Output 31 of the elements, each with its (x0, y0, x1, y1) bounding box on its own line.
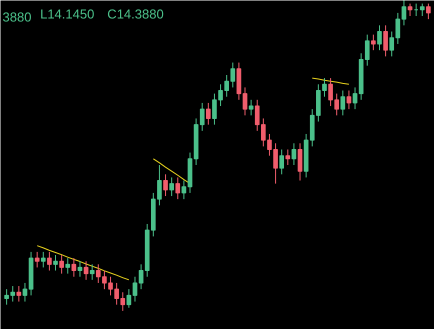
candlestick (248, 99, 254, 116)
candlestick (206, 102, 211, 126)
candlestick (298, 142, 302, 182)
candlestick (53, 254, 58, 272)
candlestick (292, 142, 296, 166)
candlestick (34, 251, 40, 268)
candlestick (169, 176, 174, 197)
candlestick (279, 148, 284, 175)
annotation: C14.3880 (107, 6, 164, 22)
candlestick (163, 174, 168, 197)
candlestick (84, 260, 88, 280)
candlestick (90, 264, 95, 280)
candlestick (371, 34, 376, 51)
candlestick (346, 90, 352, 110)
candlestick (340, 90, 346, 116)
candlestick (72, 258, 76, 278)
candlestick (175, 176, 180, 200)
candlestick (408, 3, 412, 17)
candlestick (16, 286, 22, 302)
candlestick (65, 258, 70, 274)
candlestick (40, 251, 46, 268)
candlestick (426, 3, 431, 20)
candlestick (285, 148, 290, 166)
candlestick (59, 254, 64, 274)
candlestick (383, 24, 388, 57)
candlestick (78, 260, 82, 278)
candlestick (420, 3, 425, 17)
annotation: L14.1450 (40, 6, 94, 22)
candlestick (47, 251, 52, 272)
candlestick (377, 24, 382, 51)
annotation: 3880 (2, 10, 32, 24)
